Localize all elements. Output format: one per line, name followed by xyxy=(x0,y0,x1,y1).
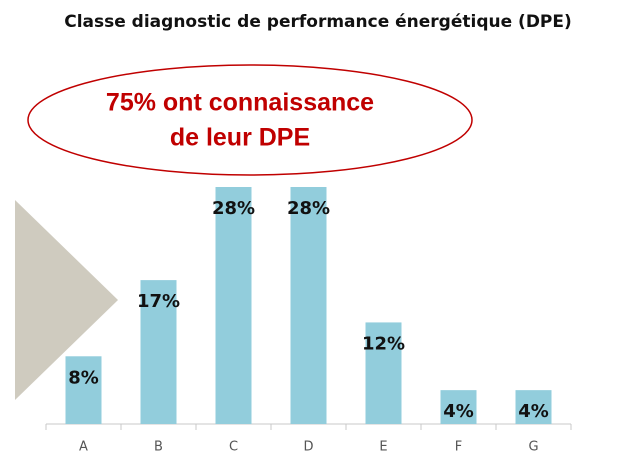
annotation: de leur DPE xyxy=(170,124,310,152)
bar xyxy=(440,390,477,424)
data-label: 8% xyxy=(68,367,99,388)
bar xyxy=(215,187,252,424)
annotation-ellipse xyxy=(27,64,473,176)
annotation: 75% ont connaissance xyxy=(106,89,374,117)
data-label: 4% xyxy=(443,401,474,422)
bar xyxy=(290,187,327,424)
x-tick-label: C xyxy=(229,440,238,455)
x-tick-label: F xyxy=(455,440,462,455)
x-tick-label: E xyxy=(379,440,387,455)
data-label: 28% xyxy=(212,198,255,219)
decor-triangle xyxy=(15,200,118,400)
data-label: 17% xyxy=(137,291,180,312)
chart-title: Classe diagnostic de performance énergét… xyxy=(64,12,572,32)
data-label: 4% xyxy=(518,401,549,422)
x-tick-label: B xyxy=(154,440,163,455)
data-label: 12% xyxy=(362,333,405,354)
bar xyxy=(140,280,177,424)
bar xyxy=(365,322,402,424)
x-tick-label: D xyxy=(303,440,313,455)
data-label: 28% xyxy=(287,198,330,219)
x-tick-label: G xyxy=(528,440,538,455)
bar xyxy=(515,390,552,424)
bar xyxy=(65,356,102,424)
x-tick-label: A xyxy=(79,440,88,455)
